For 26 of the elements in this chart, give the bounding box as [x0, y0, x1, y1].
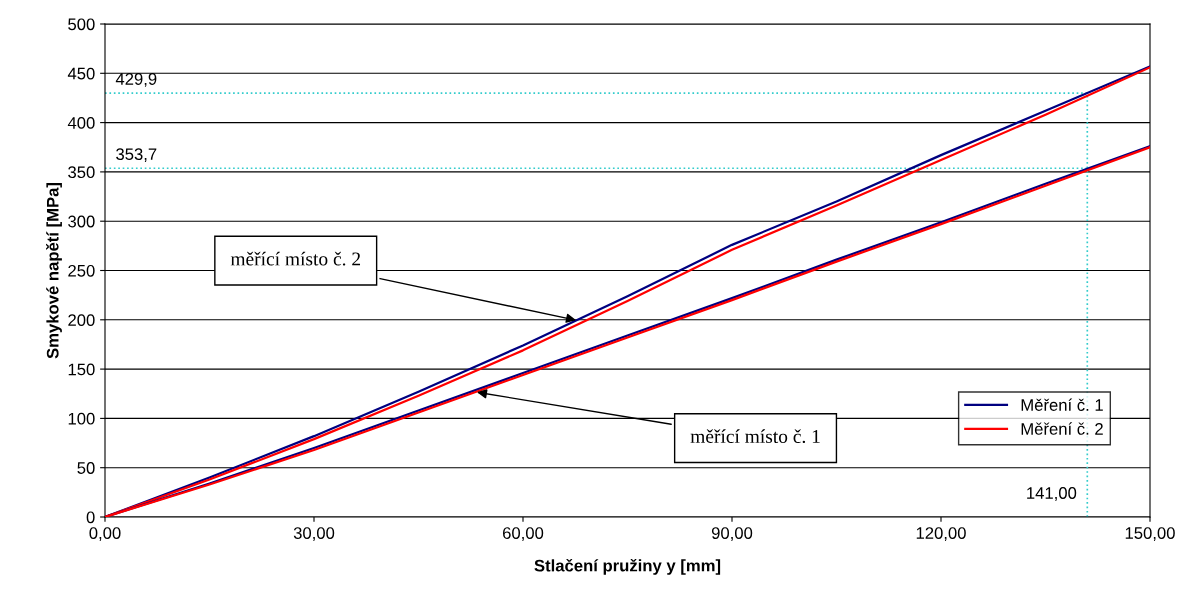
ref-line-label: 353,7 [116, 148, 157, 162]
y-tick-label: 450 [67, 67, 95, 80]
y-tick-label: 500 [68, 18, 95, 31]
y-tick-label: 250 [68, 264, 95, 277]
y-tick-label: 350 [68, 166, 95, 179]
x-tick-label: 30,00 [293, 527, 335, 541]
ref-line-label: 141,00 [1027, 487, 1077, 501]
ref-line-label: 429,9 [115, 73, 157, 87]
y-tick-label: 300 [68, 215, 95, 228]
y-tick-label: 50 [77, 462, 95, 474]
y-tick-label: 400 [67, 117, 95, 129]
annotation: měřící místo č. 2 [230, 251, 361, 266]
legend-label: Měření č. 2 [1021, 422, 1103, 435]
legend-label: Měření č. 1 [1021, 398, 1103, 411]
x-tick-label: 90,00 [711, 527, 753, 541]
y-tick-label: 100 [68, 412, 95, 425]
x-tick-label: 0,00 [89, 527, 121, 541]
y-axis-title: Smykové napětí [MPa] [46, 182, 62, 359]
x-tick-label: 150,00 [1125, 527, 1175, 541]
x-tick-label: 120,00 [916, 527, 966, 541]
x-tick-label: 60,00 [502, 527, 544, 541]
x-axis-title: Stlačení pružiny y [mm] [534, 558, 721, 575]
y-tick-label: 0 [86, 511, 95, 524]
annotation: měřící místo č. 1 [690, 429, 820, 444]
y-tick-label: 200 [68, 314, 95, 326]
y-tick-label: 150 [68, 363, 95, 376]
